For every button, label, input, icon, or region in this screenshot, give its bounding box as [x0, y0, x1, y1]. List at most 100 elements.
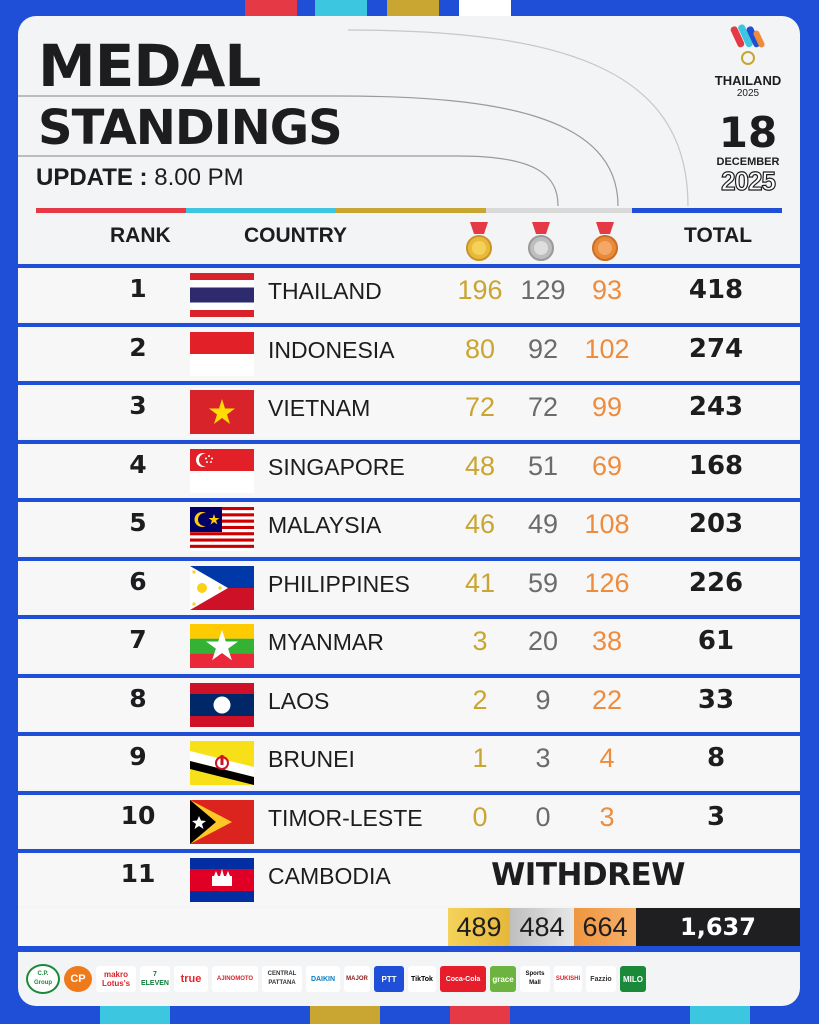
column-header-rank: RANK — [110, 224, 171, 247]
bronze-count: 102 — [584, 333, 630, 364]
rank-value: 8 — [129, 683, 147, 713]
bronze-count: 69 — [591, 450, 623, 481]
sea-games-logo: THAILAND 2025 — [713, 22, 783, 99]
country-name: VIETNAM — [268, 395, 371, 421]
sponsor-logo: 7 ELEVEN — [140, 966, 170, 992]
table-row: 2 INDONESIA 80 92 102 274 — [18, 322, 800, 382]
games-emblem-icon — [730, 24, 765, 65]
vietnam-flag-icon — [190, 390, 254, 434]
date-display: 18 DECEMBER 2025 — [708, 108, 788, 196]
rank-value: 3 — [129, 391, 147, 420]
total-silver: 484 — [510, 908, 574, 946]
total-count: 226 — [688, 567, 744, 598]
rank-value: 11 — [120, 859, 156, 888]
sponsor-logo: grace — [490, 966, 516, 992]
total-count: 274 — [688, 333, 744, 364]
table-row: 8 LAOS 2 9 22 33 — [18, 673, 800, 733]
column-header-country: COUNTRY — [244, 224, 348, 247]
total-bronze: 664 — [574, 908, 636, 946]
laos-flag-icon — [190, 682, 254, 727]
country-name: THAILAND — [268, 278, 382, 304]
silver-count: 72 — [527, 392, 559, 422]
gold-count: 2 — [472, 684, 488, 715]
footer-divider — [18, 946, 800, 952]
rank-value: 4 — [129, 449, 147, 479]
bottom-color-stripes — [0, 1006, 819, 1024]
gold-medal-icon — [466, 222, 492, 261]
gold-count: 0 — [472, 801, 488, 832]
bronze-medal-icon — [592, 222, 618, 261]
gold-count: 46 — [464, 509, 496, 539]
malaysia-flag-icon — [190, 507, 254, 551]
date-year: 2025 — [720, 166, 776, 196]
myanmar-flag-icon — [190, 624, 254, 668]
table-row: 10 TIMOR-LESTE 0 0 3 3 — [18, 790, 800, 850]
sponsor-logo: SUKISHI — [554, 966, 582, 992]
bronze-count: 4 — [599, 743, 615, 773]
totals-row: 489 484 664 1,637 — [18, 908, 800, 946]
gold-count: 72 — [464, 392, 496, 422]
table-row: 5 MALAYSIA 46 49 108 203 — [18, 498, 800, 557]
sponsor-logo: AJINOMOTO — [212, 966, 258, 992]
country-name: SINGAPORE — [268, 453, 405, 480]
sponsor-logo: CP — [64, 966, 92, 992]
country-name: TIMOR-LESTE — [268, 804, 423, 831]
gold-count: 3 — [472, 626, 488, 656]
table-row: 9 BRUNEI 1 3 4 8 — [18, 732, 800, 791]
bronze-count: 126 — [584, 567, 630, 598]
update-label: UPDATE : — [36, 164, 148, 191]
silver-count: 20 — [527, 626, 559, 656]
table-row: 11 CAMBODIA WITHDREW — [18, 849, 800, 908]
total-count: 243 — [688, 392, 744, 422]
top-color-stripes — [0, 0, 819, 16]
silver-count: 0 — [535, 801, 551, 832]
date-day: 18 — [718, 108, 778, 157]
total-count: 61 — [697, 626, 735, 656]
sponsor-logos: C.P. Group CP makro Lotus's 7 ELEVEN tru… — [26, 958, 796, 1000]
page-title-line1: MEDAL — [38, 32, 261, 100]
philippines-flag-icon — [190, 565, 254, 610]
total-gold: 489 — [448, 908, 510, 946]
silver-count: 92 — [527, 333, 559, 364]
table-row: 6 PHILIPPINES 41 59 126 226 — [18, 556, 800, 616]
silver-medal-icon — [528, 222, 554, 261]
update-value: 8.00 PM — [154, 164, 244, 191]
rank-value: 2 — [129, 332, 147, 362]
bronze-count: 93 — [591, 275, 623, 305]
indonesia-flag-icon — [190, 331, 254, 376]
rank-value: 6 — [129, 566, 147, 596]
rank-value: 7 — [129, 625, 147, 654]
sponsor-logo: Coca-Cola — [440, 966, 486, 992]
sponsor-logo: true — [174, 966, 208, 992]
sponsor-logo: Fazzio — [586, 966, 616, 992]
sponsor-logo: makro Lotus's — [96, 966, 136, 992]
rank-value: 10 — [120, 800, 156, 830]
total-count: 3 — [706, 801, 726, 832]
total-count: 8 — [706, 743, 726, 773]
table-row: 3 VIETNAM 72 72 99 243 — [18, 381, 800, 440]
brunei-flag-icon — [190, 741, 254, 785]
sponsor-logo: PTT — [374, 966, 404, 992]
total-count: 203 — [688, 509, 744, 539]
silver-count: 129 — [520, 275, 566, 305]
singapore-flag-icon — [190, 448, 254, 493]
sponsor-logo: MILO — [620, 966, 646, 992]
bronze-count: 108 — [584, 509, 630, 539]
country-name: MYANMAR — [268, 629, 384, 655]
sponsor-logo: Sports Mall — [520, 966, 550, 992]
total-count: 418 — [688, 275, 744, 305]
bronze-count: 22 — [591, 684, 623, 715]
column-header-total: TOTAL — [684, 224, 753, 247]
total-count: 33 — [697, 684, 735, 715]
gold-count: 80 — [464, 333, 496, 364]
withdrew-status: WITHDREW — [491, 857, 685, 893]
country-name: CAMBODIA — [268, 863, 391, 889]
update-time: UPDATE : 8.00 PM — [36, 164, 244, 192]
silver-count: 3 — [535, 743, 551, 773]
silver-count: 51 — [527, 450, 559, 481]
country-name: PHILIPPINES — [268, 570, 410, 597]
rank-value: 9 — [129, 742, 147, 771]
silver-count: 49 — [527, 509, 559, 539]
sponsor-logo: MAJOR — [344, 966, 370, 992]
table-row: 1 THAILAND 196 129 93 418 — [18, 264, 800, 323]
